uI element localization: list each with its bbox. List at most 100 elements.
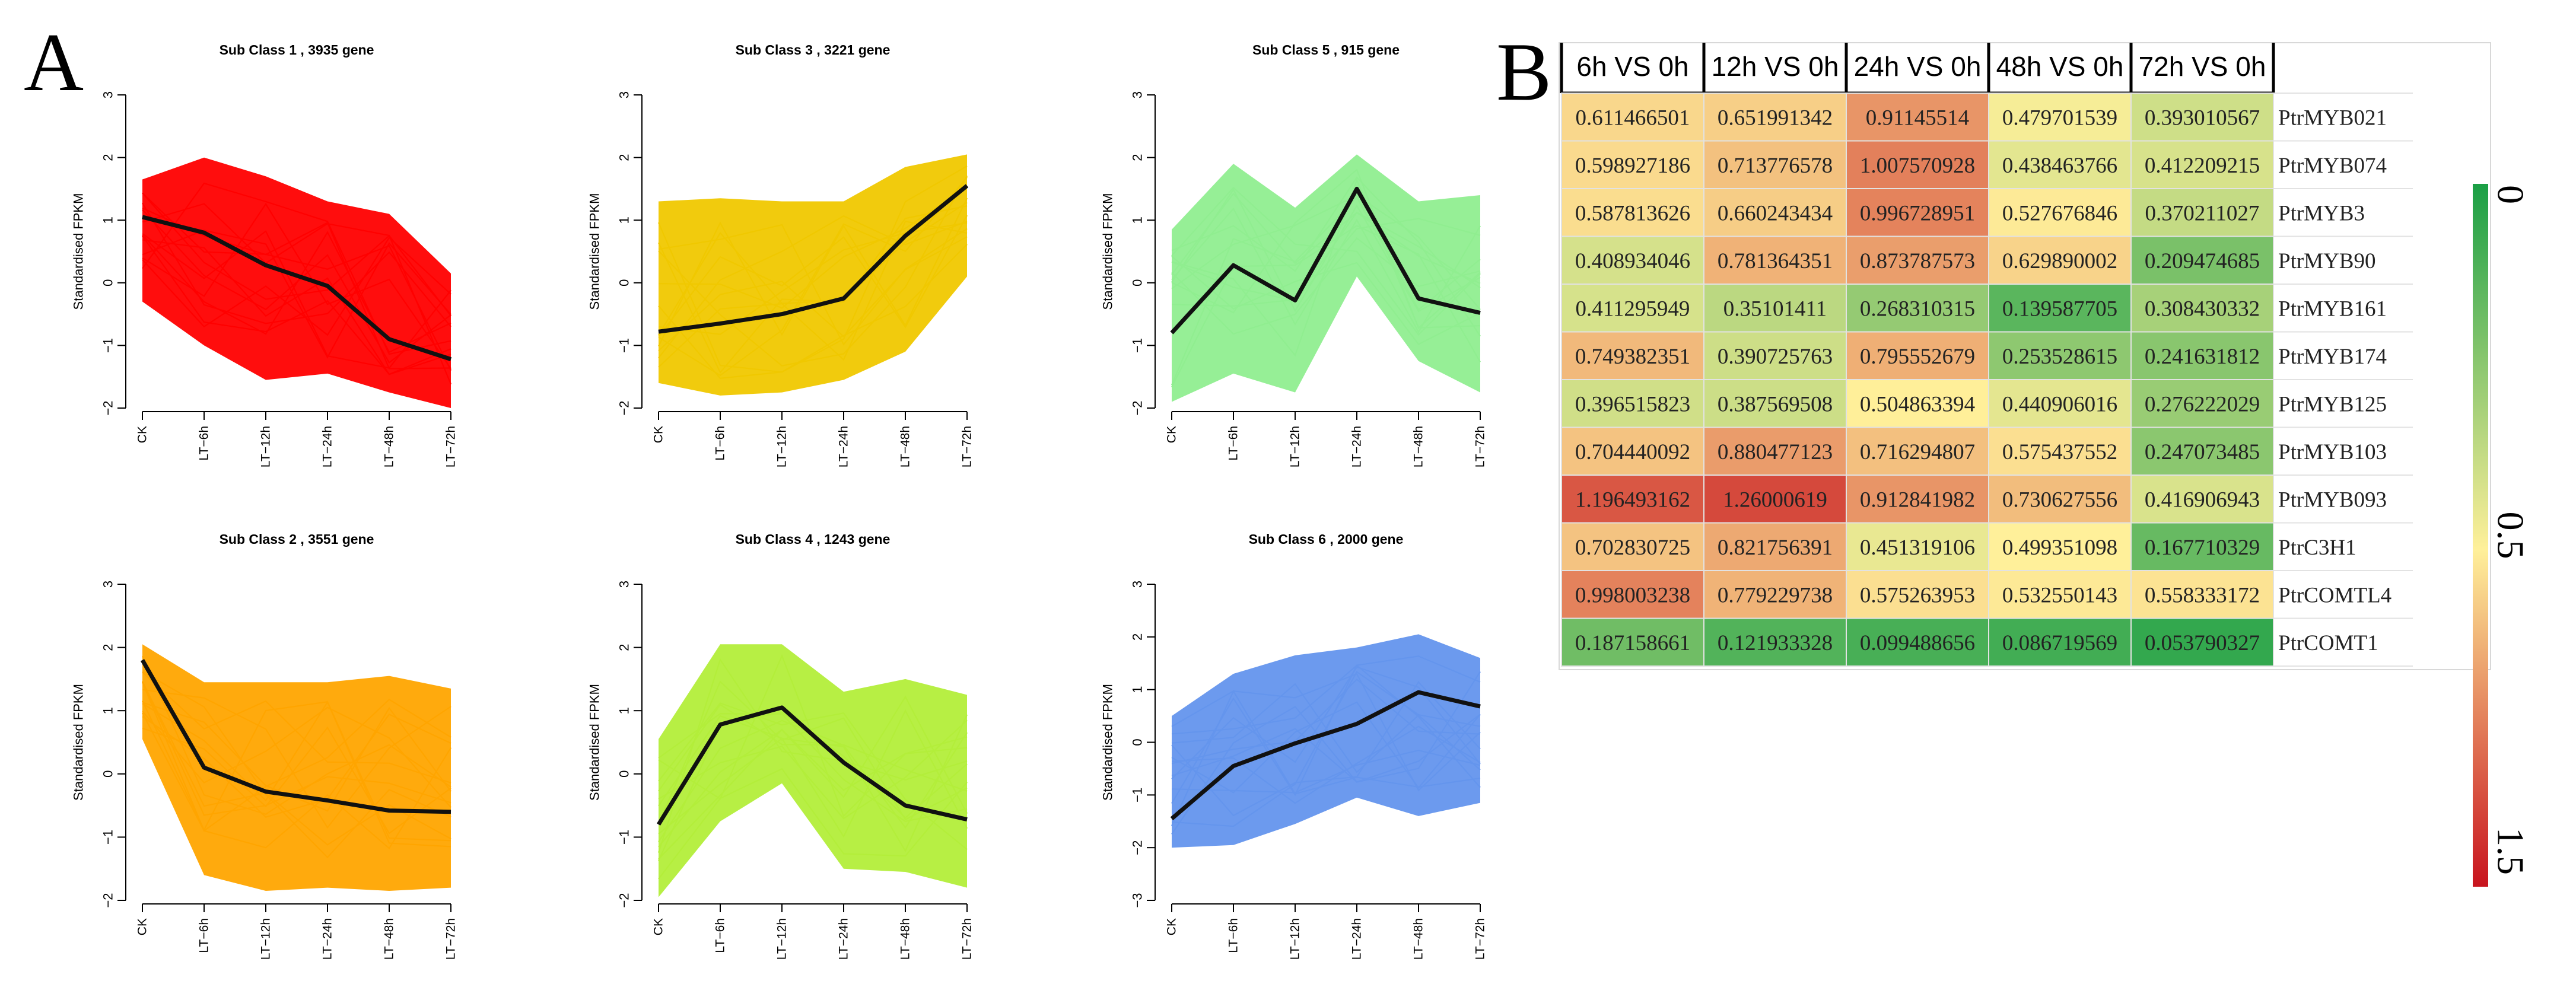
gene-trace xyxy=(658,224,968,346)
gene-trace xyxy=(1171,188,1481,313)
heatmap-chart: 6h VS 0h 12h VS 0h 24h VS 0h 48h VS 0h 72h V… xyxy=(1559,42,2532,887)
cell-value: 0.408934046 xyxy=(1575,249,1690,273)
cell-value: 0.440906016 xyxy=(2002,392,2117,416)
gene-trace xyxy=(142,230,451,369)
line-chart-sub6: Sub Class 6 , 2000 gene −3 −2 −1 0 1 2 3 Standar… xyxy=(1101,531,1487,960)
cluster-envelope xyxy=(659,644,967,897)
cell-value: 0.527676846 xyxy=(2002,201,2117,225)
y-tick-label: 3 xyxy=(1130,581,1145,588)
heatmap-cell xyxy=(2130,93,2274,142)
gene-trace xyxy=(1171,664,1481,788)
cell-value: 0.532550143 xyxy=(2002,583,2117,607)
gene-trace xyxy=(142,203,451,327)
heatmap-cell xyxy=(2130,474,2274,524)
gene-trace xyxy=(1171,207,1481,334)
gene-trace xyxy=(142,203,452,385)
chart-title: Sub Class 5 , 915 gene xyxy=(1252,42,1400,58)
mean-line xyxy=(1170,186,1481,335)
y-axis-label: Standardised FPKM xyxy=(1101,684,1115,801)
x-tick-label: LT−48h xyxy=(899,918,912,960)
gene-trace xyxy=(1171,673,1481,792)
x-tick-label: LT−48h xyxy=(383,426,396,467)
x-tick-label: LT−72h xyxy=(444,918,458,960)
heatmap-cell xyxy=(1561,474,1704,524)
cell-value: 0.370211027 xyxy=(2145,201,2260,225)
cell-value: 0.821756391 xyxy=(1718,536,1833,560)
heatmap-cell xyxy=(1561,235,1704,285)
row-label: PtrMYB093 xyxy=(2278,488,2387,512)
x-tick-label: CK xyxy=(136,918,150,935)
cell-value: 0.779229738 xyxy=(1718,583,1833,607)
row-label: PtrMYB90 xyxy=(2278,249,2375,273)
gene-trace xyxy=(1171,176,1481,337)
gene-traces xyxy=(142,182,452,385)
cell-value: 0.795552679 xyxy=(1860,345,1975,369)
y-tick-label: −1 xyxy=(1130,338,1145,353)
y-tick-label: 2 xyxy=(101,644,116,651)
heatmap-cell xyxy=(1846,570,1989,619)
y-tick-label: 0 xyxy=(1130,738,1145,746)
cell-value: 0.781364351 xyxy=(1718,249,1833,273)
cell-value: 0.873787573 xyxy=(1860,249,1975,273)
cell-value: 0.268310315 xyxy=(1860,297,1975,321)
y-tick-label: −1 xyxy=(101,830,116,845)
cell-value: 0.099488656 xyxy=(1860,631,1975,655)
heatmap-cell xyxy=(1988,188,2132,237)
heatmap-cell xyxy=(1846,140,1989,189)
cell-value: 1.26000619 xyxy=(1723,488,1827,512)
gene-trace xyxy=(1171,701,1481,794)
y-tick-label: 2 xyxy=(101,154,116,161)
x-tick-label: LT−24h xyxy=(837,426,851,467)
gene-trace xyxy=(142,192,451,371)
heatmap-cell xyxy=(2130,570,2274,619)
heatmap-cell xyxy=(1703,426,1847,476)
heatmap-cell xyxy=(1561,379,1704,428)
heatmap-cell xyxy=(1846,474,1989,524)
heatmap-cell xyxy=(1561,331,1704,380)
cell-value: 0.575263953 xyxy=(1860,583,1975,607)
cell-value: 0.558333172 xyxy=(2145,583,2260,607)
row-label: PtrMYB161 xyxy=(2278,297,2387,321)
heatmap-cell xyxy=(1988,284,2132,333)
gene-trace xyxy=(142,689,451,829)
y-tick-label: −2 xyxy=(1130,840,1145,855)
x-tick-label: LT−12h xyxy=(259,918,273,960)
row-label: PtrMYB103 xyxy=(2278,440,2387,464)
cell-value: 0.998003238 xyxy=(1575,583,1690,607)
heatmap-cell xyxy=(1703,93,1847,142)
y-tick-label: 3 xyxy=(617,91,632,98)
row-label: PtrCOMTL4 xyxy=(2278,583,2391,607)
cell-value: 1.196493162 xyxy=(1575,488,1690,512)
row-label: PtrMYB3 xyxy=(2278,201,2365,225)
heatmap-cell xyxy=(1846,426,1989,476)
heatmap-cell xyxy=(1988,331,2132,380)
cell-value: 0.499351098 xyxy=(2002,536,2117,560)
gene-trace xyxy=(658,728,968,860)
gene-trace xyxy=(1171,714,1481,783)
column-header: 72h VS 0h xyxy=(2139,51,2266,82)
gene-trace xyxy=(142,681,451,816)
cluster-envelope xyxy=(1172,634,1480,848)
y-tick-label: 1 xyxy=(101,216,116,224)
y-tick-label: 1 xyxy=(617,707,632,714)
cell-value: 0.651991342 xyxy=(1718,106,1833,130)
x-tick-label: CK xyxy=(652,918,666,935)
gene-trace xyxy=(142,700,451,842)
column-header: 12h VS 0h xyxy=(1712,51,1839,82)
gene-trace xyxy=(142,700,451,848)
row-label: PtrMYB021 xyxy=(2278,106,2387,130)
heatmap-cell xyxy=(1988,617,2132,667)
y-tick-label: −1 xyxy=(1130,788,1145,802)
gene-trace xyxy=(1171,168,1481,329)
heatmap-cell xyxy=(1846,617,1989,667)
heatmap-cell xyxy=(1703,331,1847,380)
heatmap-cell xyxy=(1703,617,1847,667)
heatmap-cell xyxy=(1988,522,2132,571)
gene-trace xyxy=(658,719,968,820)
gene-trace xyxy=(658,244,968,380)
cell-value: 0.416906943 xyxy=(2145,488,2260,512)
cell-value: 0.121933328 xyxy=(1718,631,1833,655)
gene-trace xyxy=(658,714,968,853)
gene-trace xyxy=(142,231,451,353)
heatmap-cell xyxy=(1703,188,1847,237)
